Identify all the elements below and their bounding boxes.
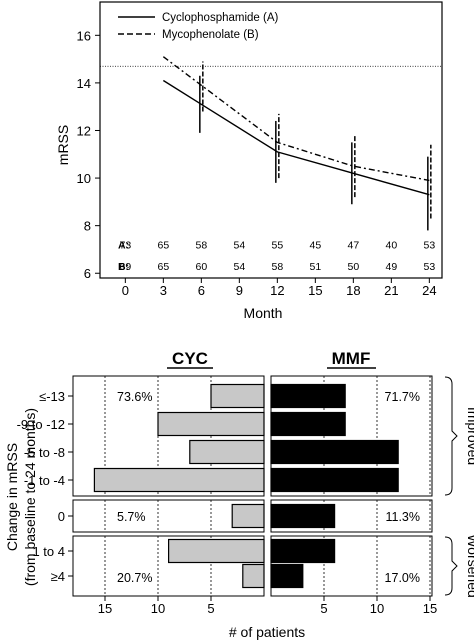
x-axis-title: Month (244, 305, 283, 321)
series-line-b (162, 56, 430, 182)
mmf-percent: 71.7% (385, 390, 420, 404)
bar-x-tick-label: 10 (151, 601, 165, 616)
y-tick-label: 12 (77, 123, 91, 138)
at-risk-table: A:73 65 58 54 55 45 47 40 53 B:69 65 60 54 58 51 50 49 53 (118, 240, 435, 273)
at-risk-value: 40 (385, 240, 397, 252)
category-label: -9 to -12 (17, 417, 65, 432)
at-risk-value: 50 (347, 261, 359, 273)
percent-labels: 73.6% 71.7% 5.7% 11.3% 20.7% 17.0% (117, 390, 420, 585)
category-label: -5 to -8 (24, 445, 65, 460)
category-labels: ≤-13 -9 to -12 -5 to -8 -1 to -4 0 1 to 4 ≥4 (17, 389, 73, 584)
y-tick-label: 8 (84, 219, 91, 234)
bar-x-tick-label: 15 (98, 601, 112, 616)
cyc-percent: 73.6% (117, 390, 152, 404)
at-risk-value: 53 (423, 261, 435, 273)
cyc-bar (93, 467, 265, 493)
at-risk-value: 69 (119, 261, 131, 273)
at-risk-value: 53 (423, 240, 435, 252)
y-tick-label: 14 (77, 76, 91, 91)
mmf-bar (270, 467, 399, 493)
at-risk-value: 49 (385, 261, 397, 273)
bar-x-tick-label: 15 (423, 601, 437, 616)
bar-y-axis-subtitle: (from baseline to 24 months) (22, 408, 38, 586)
at-risk-value: 47 (347, 240, 359, 252)
x-tick-label: 9 (236, 283, 243, 298)
cyc-percent: 20.7% (117, 571, 152, 585)
mmf-bar (270, 383, 346, 409)
category-label: 0 (58, 509, 65, 524)
at-risk-value: 55 (271, 240, 283, 252)
at-risk-value: 73 (119, 240, 131, 252)
y-tick-label: 10 (77, 171, 91, 186)
y-axis-title: mRSS (55, 125, 71, 165)
cyc-bar (157, 411, 265, 437)
x-tick-label: 6 (198, 283, 205, 298)
x-tick-label: 0 (122, 283, 129, 298)
bar-x-tick-label: 5 (207, 601, 214, 616)
line-plot-frame (99, 1, 443, 279)
at-risk-value: 51 (309, 261, 321, 273)
mmf-bar (270, 411, 346, 437)
at-risk-value: 54 (233, 240, 245, 252)
x-tick-label: 21 (384, 283, 398, 298)
at-risk-value: 58 (271, 261, 283, 273)
bar-y-axis-title: Change in mRSS (4, 443, 20, 551)
x-tick-label: 18 (346, 283, 360, 298)
at-risk-value: 58 (195, 240, 207, 252)
bar-chart: CYC MMF ≤-13 -9 to -12 -5 to -8 -1 to -4 0 1 … (4, 349, 474, 640)
x-tick-label: 24 (422, 283, 436, 298)
x-tick-label: 12 (270, 283, 284, 298)
bar-x-axis-title: # of patients (229, 624, 305, 640)
group-bracket (444, 376, 458, 496)
category-label: -1 to -4 (24, 473, 65, 488)
category-label: ≥4 (51, 569, 65, 584)
cyc-bar (231, 503, 265, 529)
cyc-bars (93, 383, 265, 589)
cyc-bar (168, 538, 265, 564)
at-risk-value: 65 (157, 240, 169, 252)
at-risk-value: 54 (233, 261, 245, 273)
group-brackets: Improved Worsened (444, 376, 474, 598)
at-risk-row-label: B: (118, 261, 129, 273)
group-label: Worsened (465, 534, 474, 598)
bar-x-axis-ticks: 15 10 5 5 10 15 (98, 596, 437, 616)
series-line-a (162, 79, 430, 196)
y-tick-label: 6 (84, 266, 91, 281)
at-risk-value: 60 (195, 261, 207, 273)
legend: Cyclophosphamide (A) Mycophenolate (B) (118, 12, 279, 41)
group-label: Improved (465, 407, 474, 465)
mmf-percent: 17.0% (385, 571, 420, 585)
cyc-bar (242, 563, 265, 589)
y-tick-label: 16 (77, 28, 91, 43)
cyc-panel-title: CYC (172, 349, 208, 368)
x-axis-ticks: 0 3 6 9 12 15 18 21 24 (122, 278, 437, 298)
mmf-bars (270, 383, 399, 589)
x-tick-label: 3 (160, 283, 167, 298)
category-label: 1 to 4 (32, 544, 65, 559)
cyc-bar (189, 439, 265, 465)
cyc-percent: 5.7% (117, 510, 146, 524)
group-bracket (444, 536, 458, 596)
cyc-bar (210, 383, 265, 409)
mmf-bar (270, 439, 399, 465)
mmf-bar (270, 503, 336, 529)
category-label: ≤-13 (39, 389, 65, 404)
bar-x-tick-label: 10 (370, 601, 384, 616)
legend-label-a: Cyclophosphamide (A) (162, 12, 279, 24)
y-axis-ticks: 6 8 10 12 14 16 (77, 28, 100, 281)
at-risk-value: 45 (309, 240, 321, 252)
at-risk-value: 65 (157, 261, 169, 273)
mmf-panel-title: MMF (332, 349, 371, 368)
series-group (162, 56, 432, 231)
legend-label-b: Mycophenolate (B) (162, 29, 259, 41)
at-risk-row-label: A: (118, 240, 129, 252)
mmf-bar (270, 563, 304, 589)
x-tick-label: 15 (308, 283, 322, 298)
bar-x-tick-label: 5 (320, 601, 327, 616)
mmf-bar (270, 538, 336, 564)
mmf-percent: 11.3% (385, 510, 420, 524)
